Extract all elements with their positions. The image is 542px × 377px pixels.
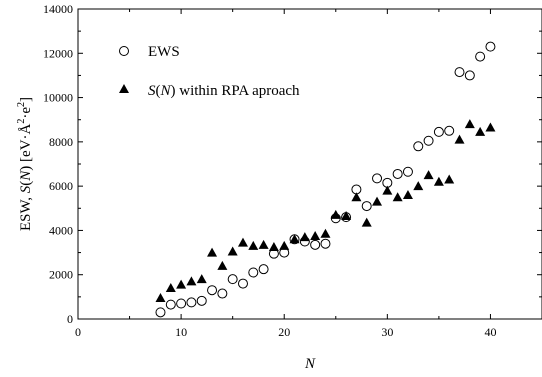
ews-point (444, 125, 455, 136)
y-tick-label: 4000 (49, 223, 73, 237)
rpa-point (361, 217, 372, 227)
rpa-point (196, 274, 207, 284)
ews-point (217, 288, 228, 299)
data-points (155, 41, 496, 318)
rpa-point (402, 190, 413, 199)
rpa-point (464, 119, 475, 129)
y-tick-label: 6000 (49, 179, 73, 193)
rpa-point (186, 276, 197, 286)
ews-point (402, 166, 413, 177)
y-tick-label: 14000 (43, 2, 73, 16)
ews-point (485, 41, 496, 52)
ews-point (258, 264, 269, 275)
rpa-point (268, 242, 279, 252)
ews-point (392, 168, 403, 179)
rpa-point (433, 176, 444, 186)
y-tick-label: 8000 (49, 135, 73, 149)
rpa-point (299, 232, 310, 242)
rpa-point (330, 209, 341, 219)
x-tick-label: 40 (484, 325, 496, 339)
rpa-point (485, 122, 496, 132)
rpa-point (341, 211, 352, 221)
rpa-point (155, 292, 166, 302)
rpa-point (372, 196, 383, 206)
x-tick-label: 10 (175, 325, 187, 339)
ews-point (196, 295, 207, 306)
x-tick-label: 20 (278, 325, 290, 339)
rpa-point (320, 228, 331, 238)
legend-marker-ews (119, 46, 129, 56)
legend-marker-rpa (119, 84, 129, 93)
ews-point (423, 135, 434, 146)
y-tick-label: 10000 (43, 91, 73, 105)
legend: EWS S(N) within RPA aproach (119, 44, 300, 99)
x-tick-label: 0 (75, 325, 81, 339)
rpa-point (310, 230, 321, 240)
axis-tick-labels: 0 10 20 30 40 0 2000 4000 6000 8000 10000 12000 1400… (43, 2, 496, 339)
rpa-point (258, 239, 269, 249)
ews-point (155, 307, 166, 318)
rpa-point (423, 170, 434, 180)
rpa-point (444, 174, 455, 184)
ews-point (207, 285, 218, 296)
rpa-point (289, 234, 300, 244)
rpa-point (165, 283, 176, 292)
ews-point (475, 51, 486, 62)
rpa-point (217, 260, 228, 270)
ews-point (320, 238, 331, 249)
rpa-point (227, 246, 238, 256)
rpa-point (413, 181, 424, 191)
y-tick-label: 2000 (49, 268, 73, 282)
rpa-point (475, 126, 486, 136)
rpa-point (454, 134, 465, 144)
y-tick-label: 0 (67, 312, 73, 326)
ews-point (227, 274, 238, 285)
ews-point (413, 141, 424, 152)
legend-label-rpa: S(N) within RPA aproach (148, 83, 300, 99)
rpa-point (176, 279, 187, 289)
y-tick-label: 12000 (43, 46, 73, 60)
rpa-point (351, 192, 362, 202)
rpa-point (207, 247, 218, 257)
axis-ticks (77, 8, 542, 320)
ews-point (372, 173, 383, 184)
ews-point (454, 67, 465, 78)
ews-point (248, 267, 259, 278)
legend-label-ews: EWS (148, 44, 180, 60)
ews-point (433, 126, 444, 137)
ews-point (464, 70, 475, 81)
x-axis-label: N (304, 356, 316, 372)
ews-point (310, 239, 321, 250)
rpa-point (248, 240, 259, 250)
x-tick-label: 30 (381, 325, 393, 339)
ews-point (176, 298, 187, 309)
rpa-point (392, 192, 403, 202)
ews-point (186, 297, 197, 308)
y-axis-label: ESW, S(N) [eV·Å2·e2] (16, 97, 34, 231)
rpa-point (279, 240, 290, 250)
ews-point (237, 278, 248, 289)
ews-point (165, 299, 176, 310)
ews-point (361, 201, 372, 212)
rpa-point (237, 237, 248, 247)
rpa-point (382, 185, 393, 195)
